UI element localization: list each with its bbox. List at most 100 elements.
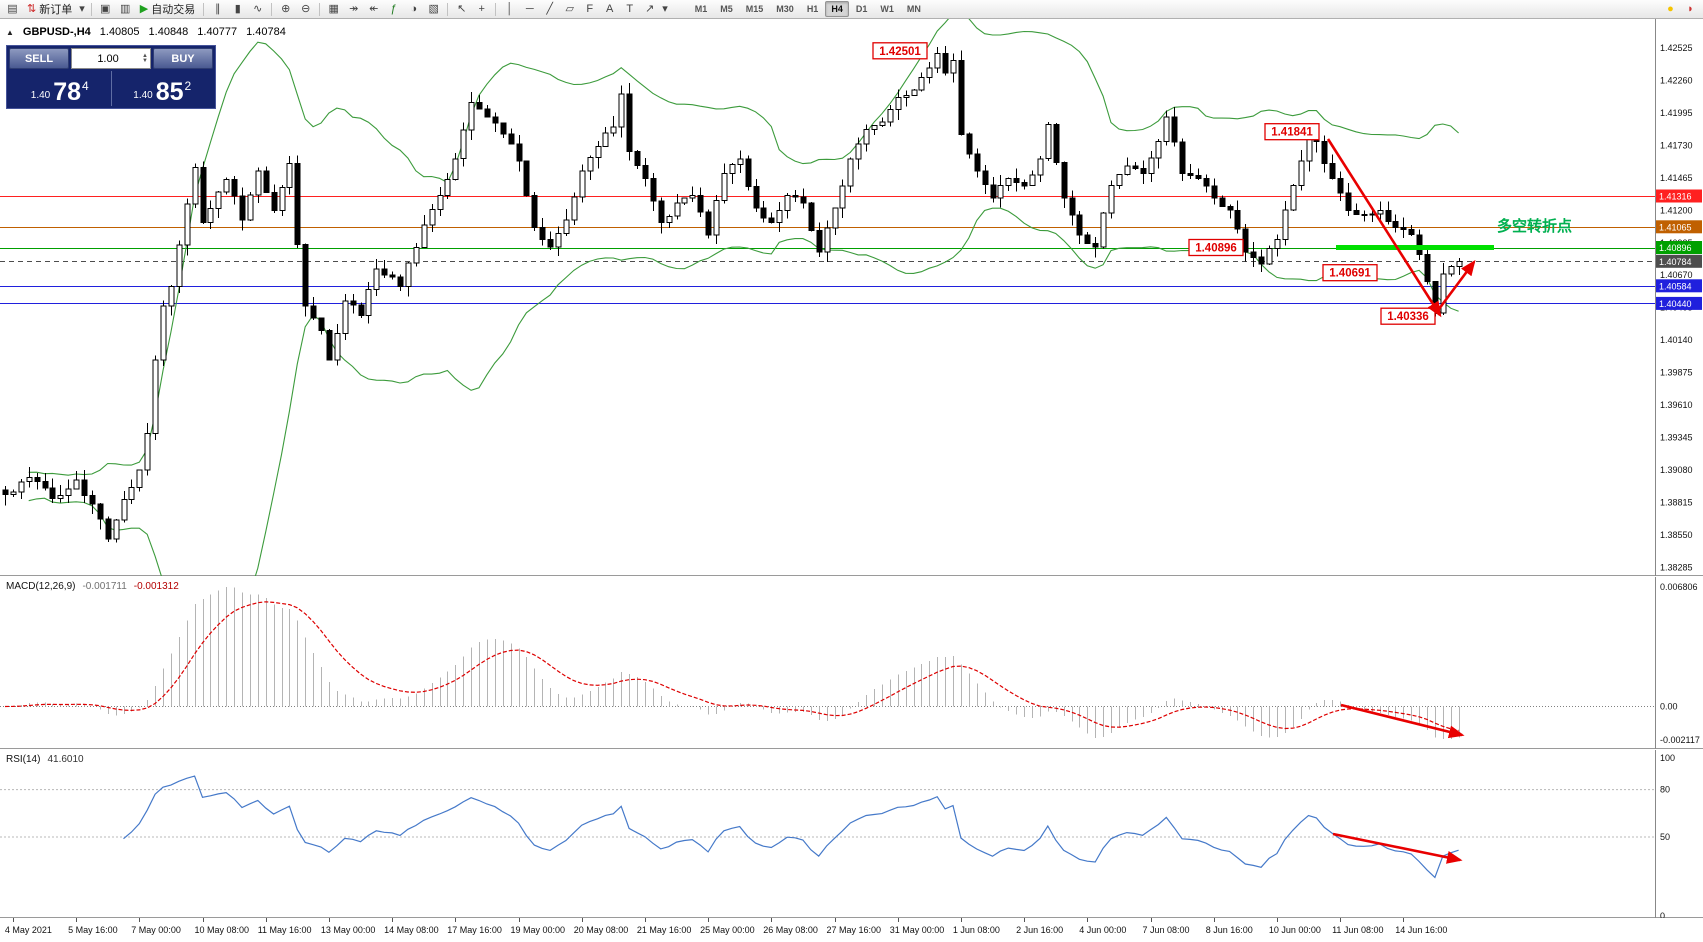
trend-arrow[interactable] — [1332, 832, 1463, 864]
time-label: 25 May 00:00 — [700, 925, 755, 935]
rsi-axis[interactable]: 100 80 50 0 — [1655, 750, 1676, 918]
horizontal-line-icon[interactable]: ─ — [520, 1, 539, 17]
line-chart-icon[interactable]: ∿ — [248, 1, 267, 17]
periods-icon[interactable]: ◑ — [404, 1, 423, 17]
trend-arrow[interactable] — [1434, 259, 1476, 314]
zoom-in-icon[interactable]: ⊕ — [276, 1, 295, 17]
timeframe-w1[interactable]: W1 — [880, 4, 894, 14]
macd-signal-line[interactable] — [4, 601, 1459, 732]
buy-price-small: 1.40 — [133, 90, 153, 101]
time-axis[interactable]: 4 May 2021 5 May 16:00 7 May 00:00 10 May 0… — [0, 918, 1703, 942]
zoom-out-icon[interactable]: ⊖ — [296, 1, 315, 17]
community-icon: ● — [1667, 2, 1674, 15]
time-tick — [1024, 918, 1026, 922]
timeframe-mn[interactable]: MN — [906, 4, 921, 14]
macd-label: MACD(12,26,9) -0.001711 -0.001312 — [6, 581, 179, 592]
trendline-icon[interactable]: ╱ — [540, 1, 559, 17]
timeframe-m1[interactable]: M1 — [694, 4, 708, 14]
volume-input[interactable] — [74, 52, 143, 65]
time-tick — [518, 918, 520, 922]
macd-canvas[interactable]: 0.006806 0.00 -0.002117 — [0, 577, 1703, 749]
candlestick-chart-icon[interactable]: ▮ — [228, 1, 247, 17]
buy-button[interactable]: BUY — [153, 48, 213, 69]
timeframe-h1[interactable]: H1 — [806, 4, 819, 14]
svg-text:1.40336: 1.40336 — [1387, 311, 1429, 323]
bars-chart-icon[interactable]: ∥ — [208, 1, 227, 17]
timeframe-m15[interactable]: M15 — [745, 4, 764, 14]
spinner-up-icon[interactable]: ▲ — [142, 52, 148, 59]
ohlc-open: 1.40805 — [99, 26, 140, 38]
bollinger-lower-band[interactable] — [28, 207, 1459, 576]
crosshair-icon[interactable]: + — [472, 1, 491, 17]
rsi-line[interactable] — [123, 775, 1459, 879]
price-annotation-label[interactable]: 1.41841 — [1264, 123, 1320, 141]
time-tick — [581, 918, 583, 922]
timeframe-d1[interactable]: D1 — [855, 4, 868, 14]
rsi-axis-label: 50 — [1660, 832, 1670, 842]
timeframe-h4[interactable]: H4 — [825, 1, 849, 17]
trend-arrow[interactable] — [1340, 703, 1465, 739]
templates-icon[interactable]: ▧ — [424, 1, 443, 17]
toolbar-separator — [447, 2, 449, 16]
spinner-down-icon[interactable]: ▼ — [142, 57, 148, 64]
svg-text:1.41316: 1.41316 — [1659, 192, 1692, 202]
label-icon[interactable]: T — [620, 1, 639, 17]
main-toolbar: ▤ ⇅ 新订单 ▾ ▣ ▥ ▶ 自动交易 ∥ ▮ ∿ ⊕ ⊖ ▦ ↠ ↞ ƒ ◑ ▧ ↖ + │ ─ ╱ ▱ F A T ↗ ▾ M1 M5 M… — [0, 0, 1703, 19]
timeframe-m30[interactable]: M30 — [776, 4, 794, 14]
macd-histogram[interactable] — [6, 587, 1461, 739]
trend-arrow[interactable] — [1326, 138, 1442, 318]
pivot-zone-line[interactable] — [1336, 245, 1494, 250]
autotrading-button[interactable]: ▶ 自动交易 — [136, 1, 199, 17]
price-annotation-label[interactable]: 1.40691 — [1322, 264, 1378, 282]
bars-chart-icon: ∥ — [214, 2, 221, 15]
rsi-canvas[interactable]: 100 80 50 0 — [0, 750, 1703, 918]
charts-grid-icon[interactable]: ▤ — [3, 1, 22, 17]
profiles-icon[interactable]: ▣ — [96, 1, 115, 17]
indicators-list-icon[interactable]: ƒ — [384, 1, 403, 17]
tile-windows-icon[interactable]: ▦ — [324, 1, 343, 17]
price-axis-label: 1.41200 — [1660, 205, 1693, 215]
svg-text:1.40691: 1.40691 — [1329, 268, 1371, 280]
svg-text:1.40440: 1.40440 — [1659, 299, 1692, 309]
price-tag-1.40784: 1.40784 — [1656, 254, 1702, 268]
price-axis-label: 1.39345 — [1660, 433, 1693, 443]
time-tick — [1213, 918, 1215, 922]
price-chart-canvas[interactable]: 1.42525 1.42260 1.41995 1.41730 1.41465 1.412… — [0, 19, 1703, 576]
buy-price-display[interactable]: 1.40 85 2 — [112, 71, 214, 106]
fibonacci-icon[interactable]: F — [580, 1, 599, 17]
price-annotation-label[interactable]: 1.40896 — [1188, 238, 1244, 257]
channel-icon[interactable]: ▱ — [560, 1, 579, 17]
macd-axis[interactable]: 0.006806 0.00 -0.002117 — [1655, 577, 1700, 749]
price-axis-label: 1.38815 — [1660, 498, 1693, 508]
macd-axis-label: -0.002117 — [1660, 735, 1700, 745]
auto-scroll-icon[interactable]: ↠ — [344, 1, 363, 17]
text-icon[interactable]: A — [600, 1, 619, 17]
time-tick — [1403, 918, 1405, 922]
periods-icon: ◑ — [410, 2, 418, 15]
note-text-pivot[interactable]: 多空转折点 — [1497, 217, 1572, 235]
timeframe-m5[interactable]: M5 — [720, 4, 733, 14]
arrows-icon[interactable]: ↗ — [640, 1, 659, 17]
objects-dropdown-icon[interactable]: ▾ — [660, 1, 670, 17]
symbol-header: ▲ GBPUSD-,H4 1.40805 1.40848 1.40777 1.4… — [6, 26, 286, 38]
toolbar-separator — [90, 2, 92, 16]
community-icon[interactable]: ● — [1661, 1, 1680, 17]
price-annotation-label[interactable]: 1.40336 — [1380, 307, 1436, 325]
notification-icon[interactable]: ◗ — [1681, 1, 1700, 17]
bollinger-upper-band[interactable] — [28, 19, 1459, 476]
vertical-line-icon[interactable]: │ — [500, 1, 519, 17]
cursor-icon[interactable]: ↖ — [452, 1, 471, 17]
sell-price-big: 78 — [53, 78, 82, 106]
data-window-icon[interactable]: ▥ — [116, 1, 135, 17]
autotrading-button-label: 自动交易 — [151, 4, 196, 16]
sell-price-display[interactable]: 1.40 78 4 — [9, 71, 111, 106]
new-order-dropdown-icon[interactable]: ▾ — [77, 1, 87, 17]
new-order-button[interactable]: ⇅ 新订单 — [23, 1, 76, 17]
svg-text:1.40784: 1.40784 — [1659, 257, 1692, 267]
chart-shift-icon[interactable]: ↞ — [364, 1, 383, 17]
one-click-collapse-icon[interactable]: ▲ — [6, 27, 14, 37]
sell-button[interactable]: SELL — [9, 48, 69, 69]
price-annotation-label[interactable]: 1.42501 — [872, 42, 928, 60]
volume-spinner[interactable]: ▲ ▼ — [142, 52, 148, 64]
candlestick-series[interactable] — [2, 46, 1463, 543]
